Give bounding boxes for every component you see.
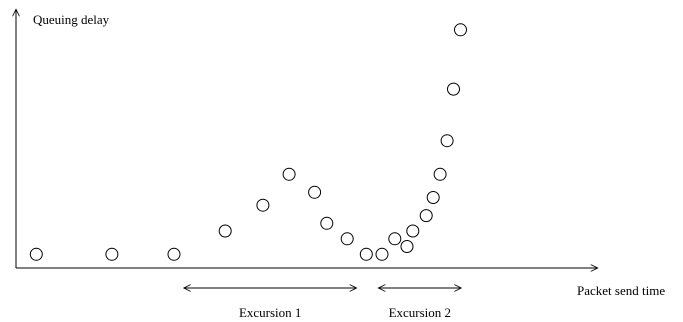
data-point-2 <box>105 247 119 261</box>
data-point-17 <box>433 167 447 181</box>
data-point-1 <box>29 247 43 261</box>
annotations: Excursion 1 Excursion 2 <box>185 288 461 320</box>
data-point-3 <box>167 247 181 261</box>
data-point-10 <box>359 247 373 261</box>
data-point-12 <box>388 232 402 246</box>
data-point-5 <box>256 198 270 212</box>
data-point-20 <box>454 23 467 37</box>
data-point-8 <box>320 216 334 230</box>
data-point-6 <box>282 167 296 181</box>
data-point-9 <box>340 232 354 246</box>
data-point-13 <box>400 240 414 253</box>
data-points <box>29 23 467 261</box>
data-point-11 <box>375 247 389 261</box>
data-point-7 <box>308 185 322 199</box>
data-point-4 <box>218 224 232 238</box>
excursion-2-label: Excursion 2 <box>389 305 451 320</box>
data-point-18 <box>440 134 454 148</box>
data-point-16 <box>426 191 440 204</box>
excursion-1-label: Excursion 1 <box>239 305 301 320</box>
data-point-19 <box>447 82 460 96</box>
data-point-15 <box>419 209 433 223</box>
x-axis-label: Packet send time <box>577 283 665 298</box>
y-axis-label: Queuing delay <box>33 12 110 27</box>
data-point-14 <box>406 224 420 238</box>
